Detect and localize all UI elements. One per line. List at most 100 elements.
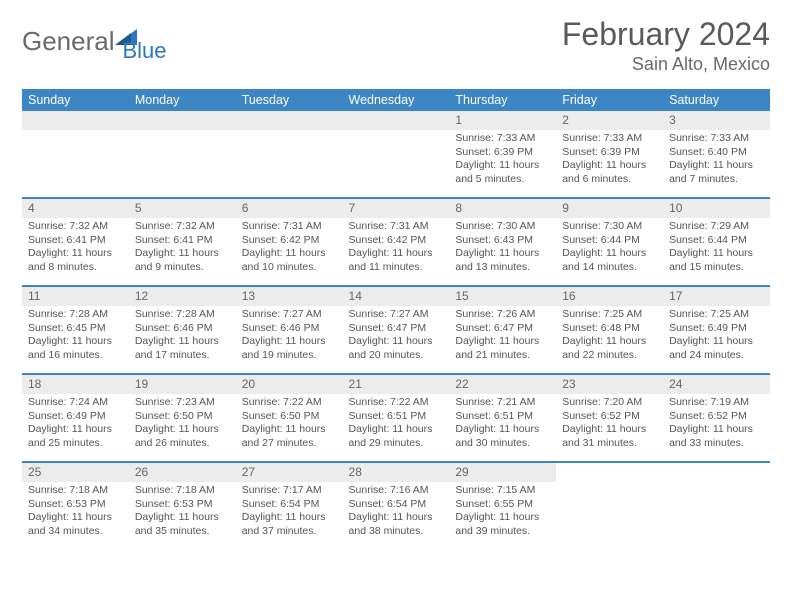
sunset-text: Sunset: 6:53 PM (28, 498, 123, 512)
sunset-text: Sunset: 6:52 PM (669, 410, 764, 424)
calendar-day-cell: 27Sunrise: 7:17 AMSunset: 6:54 PMDayligh… (236, 462, 343, 549)
daylight-text: Daylight: 11 hours and 17 minutes. (135, 335, 230, 362)
daylight-text: Daylight: 11 hours and 27 minutes. (242, 423, 337, 450)
calendar-day-cell: 14Sunrise: 7:27 AMSunset: 6:47 PMDayligh… (343, 286, 450, 374)
day-number: 28 (343, 463, 450, 483)
day-number: 29 (449, 463, 556, 483)
day-number: 3 (663, 111, 770, 131)
day-number: 11 (22, 287, 129, 307)
sunset-text: Sunset: 6:45 PM (28, 322, 123, 336)
day-number: 18 (22, 375, 129, 395)
daylight-text: Daylight: 11 hours and 6 minutes. (562, 159, 657, 186)
sunrise-text: Sunrise: 7:33 AM (669, 132, 764, 146)
daylight-text: Daylight: 11 hours and 29 minutes. (349, 423, 444, 450)
calendar-week-row: 25Sunrise: 7:18 AMSunset: 6:53 PMDayligh… (22, 462, 770, 549)
calendar-day-cell: 16Sunrise: 7:25 AMSunset: 6:48 PMDayligh… (556, 286, 663, 374)
calendar-day-cell: 9Sunrise: 7:30 AMSunset: 6:44 PMDaylight… (556, 198, 663, 286)
calendar-day-cell: 13Sunrise: 7:27 AMSunset: 6:46 PMDayligh… (236, 286, 343, 374)
sunset-text: Sunset: 6:55 PM (455, 498, 550, 512)
sunset-text: Sunset: 6:49 PM (28, 410, 123, 424)
daylight-text: Daylight: 11 hours and 19 minutes. (242, 335, 337, 362)
calendar-day-cell: 20Sunrise: 7:22 AMSunset: 6:50 PMDayligh… (236, 374, 343, 462)
weekday-header: Friday (556, 89, 663, 111)
sunset-text: Sunset: 6:43 PM (455, 234, 550, 248)
calendar-week-row: 11Sunrise: 7:28 AMSunset: 6:45 PMDayligh… (22, 286, 770, 374)
weekday-header-row: Sunday Monday Tuesday Wednesday Thursday… (22, 89, 770, 111)
daylight-text: Daylight: 11 hours and 9 minutes. (135, 247, 230, 274)
day-number: 4 (22, 199, 129, 219)
sunset-text: Sunset: 6:47 PM (455, 322, 550, 336)
sunrise-text: Sunrise: 7:31 AM (242, 220, 337, 234)
weekday-header: Tuesday (236, 89, 343, 111)
calendar-table: Sunday Monday Tuesday Wednesday Thursday… (22, 89, 770, 549)
calendar-day-cell: 21Sunrise: 7:22 AMSunset: 6:51 PMDayligh… (343, 374, 450, 462)
day-number: 21 (343, 375, 450, 395)
sunrise-text: Sunrise: 7:27 AM (242, 308, 337, 322)
daylight-text: Daylight: 11 hours and 14 minutes. (562, 247, 657, 274)
sunset-text: Sunset: 6:42 PM (242, 234, 337, 248)
day-details: Sunrise: 7:22 AMSunset: 6:50 PMDaylight:… (236, 394, 343, 455)
sunset-text: Sunset: 6:47 PM (349, 322, 444, 336)
daylight-text: Daylight: 11 hours and 10 minutes. (242, 247, 337, 274)
calendar-day-cell: 15Sunrise: 7:26 AMSunset: 6:47 PMDayligh… (449, 286, 556, 374)
sunrise-text: Sunrise: 7:28 AM (28, 308, 123, 322)
calendar-day-cell: 29Sunrise: 7:15 AMSunset: 6:55 PMDayligh… (449, 462, 556, 549)
day-details: Sunrise: 7:16 AMSunset: 6:54 PMDaylight:… (343, 482, 450, 543)
calendar-day-cell: 11Sunrise: 7:28 AMSunset: 6:45 PMDayligh… (22, 286, 129, 374)
daylight-text: Daylight: 11 hours and 37 minutes. (242, 511, 337, 538)
day-number: 13 (236, 287, 343, 307)
day-number: 8 (449, 199, 556, 219)
day-details: Sunrise: 7:32 AMSunset: 6:41 PMDaylight:… (22, 218, 129, 279)
daylight-text: Daylight: 11 hours and 25 minutes. (28, 423, 123, 450)
calendar-day-cell: 25Sunrise: 7:18 AMSunset: 6:53 PMDayligh… (22, 462, 129, 549)
day-details: Sunrise: 7:30 AMSunset: 6:43 PMDaylight:… (449, 218, 556, 279)
daylight-text: Daylight: 11 hours and 16 minutes. (28, 335, 123, 362)
calendar-week-row: 18Sunrise: 7:24 AMSunset: 6:49 PMDayligh… (22, 374, 770, 462)
day-details: Sunrise: 7:25 AMSunset: 6:48 PMDaylight:… (556, 306, 663, 367)
sunrise-text: Sunrise: 7:20 AM (562, 396, 657, 410)
calendar-day-cell: 24Sunrise: 7:19 AMSunset: 6:52 PMDayligh… (663, 374, 770, 462)
day-details: Sunrise: 7:18 AMSunset: 6:53 PMDaylight:… (22, 482, 129, 543)
day-details: Sunrise: 7:33 AMSunset: 6:39 PMDaylight:… (449, 130, 556, 191)
sunrise-text: Sunrise: 7:16 AM (349, 484, 444, 498)
sunrise-text: Sunrise: 7:23 AM (135, 396, 230, 410)
calendar-empty-cell (236, 111, 343, 198)
sunset-text: Sunset: 6:54 PM (242, 498, 337, 512)
calendar-week-row: 4Sunrise: 7:32 AMSunset: 6:41 PMDaylight… (22, 198, 770, 286)
daylight-text: Daylight: 11 hours and 8 minutes. (28, 247, 123, 274)
calendar-day-cell: 2Sunrise: 7:33 AMSunset: 6:39 PMDaylight… (556, 111, 663, 198)
day-number: 25 (22, 463, 129, 483)
day-details: Sunrise: 7:33 AMSunset: 6:40 PMDaylight:… (663, 130, 770, 191)
sunset-text: Sunset: 6:51 PM (455, 410, 550, 424)
sunrise-text: Sunrise: 7:29 AM (669, 220, 764, 234)
sunset-text: Sunset: 6:50 PM (135, 410, 230, 424)
daylight-text: Daylight: 11 hours and 26 minutes. (135, 423, 230, 450)
daylight-text: Daylight: 11 hours and 33 minutes. (669, 423, 764, 450)
sunrise-text: Sunrise: 7:26 AM (455, 308, 550, 322)
sunset-text: Sunset: 6:52 PM (562, 410, 657, 424)
sunset-text: Sunset: 6:54 PM (349, 498, 444, 512)
sunrise-text: Sunrise: 7:30 AM (562, 220, 657, 234)
sunset-text: Sunset: 6:46 PM (135, 322, 230, 336)
sunrise-text: Sunrise: 7:21 AM (455, 396, 550, 410)
calendar-day-cell: 19Sunrise: 7:23 AMSunset: 6:50 PMDayligh… (129, 374, 236, 462)
calendar-day-cell: 6Sunrise: 7:31 AMSunset: 6:42 PMDaylight… (236, 198, 343, 286)
sunrise-text: Sunrise: 7:32 AM (28, 220, 123, 234)
day-number-empty (236, 111, 343, 131)
day-details: Sunrise: 7:18 AMSunset: 6:53 PMDaylight:… (129, 482, 236, 543)
day-details: Sunrise: 7:28 AMSunset: 6:45 PMDaylight:… (22, 306, 129, 367)
daylight-text: Daylight: 11 hours and 24 minutes. (669, 335, 764, 362)
day-number: 14 (343, 287, 450, 307)
sunset-text: Sunset: 6:50 PM (242, 410, 337, 424)
calendar-body: 1Sunrise: 7:33 AMSunset: 6:39 PMDaylight… (22, 111, 770, 549)
sunrise-text: Sunrise: 7:25 AM (669, 308, 764, 322)
day-number: 6 (236, 199, 343, 219)
sunrise-text: Sunrise: 7:32 AM (135, 220, 230, 234)
day-number: 2 (556, 111, 663, 131)
sunrise-text: Sunrise: 7:27 AM (349, 308, 444, 322)
day-number: 1 (449, 111, 556, 131)
day-number: 17 (663, 287, 770, 307)
calendar-day-cell: 10Sunrise: 7:29 AMSunset: 6:44 PMDayligh… (663, 198, 770, 286)
calendar-empty-cell (129, 111, 236, 198)
day-details: Sunrise: 7:17 AMSunset: 6:54 PMDaylight:… (236, 482, 343, 543)
